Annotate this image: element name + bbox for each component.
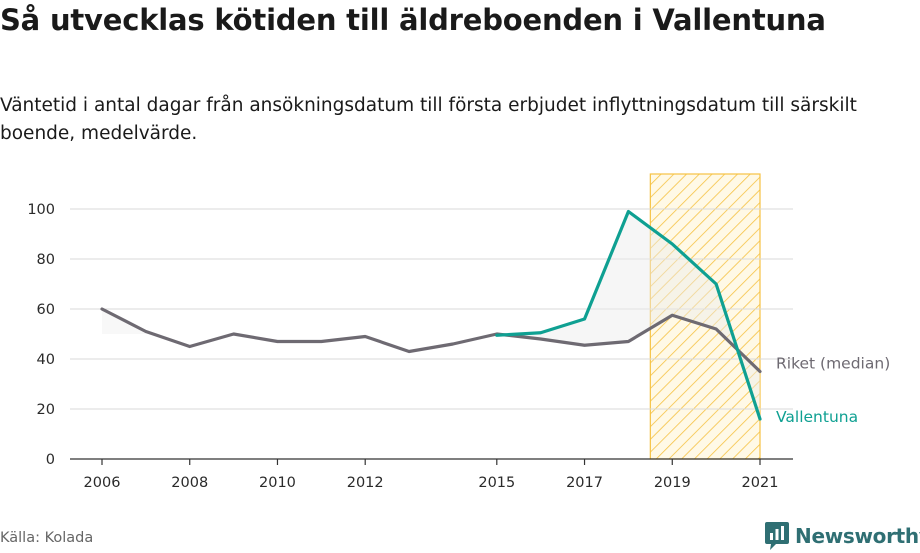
y-tick-label-0: 0	[46, 452, 55, 468]
x-tick-label-2012: 2012	[347, 475, 384, 491]
newsworthy-brand: Newsworthy	[795, 524, 920, 548]
series-label-vallentuna: Vallentuna	[776, 408, 858, 426]
x-tick-label-2019: 2019	[654, 475, 691, 491]
y-tick-label-80: 80	[37, 252, 55, 268]
source-note: Källa: Kolada	[0, 530, 94, 546]
series-line-riket	[100, 307, 762, 374]
chart-title: Så utvecklas kötiden till äldreboenden i…	[0, 3, 826, 37]
x-tick-label-2015: 2015	[478, 475, 515, 491]
chart-subtitle: Väntetid i antal dagar från ansökningsda…	[0, 95, 857, 144]
x-tick-label-2008: 2008	[171, 475, 208, 491]
newsworthy-logo: Newsworthy	[764, 519, 920, 553]
y-tick-label-20: 20	[37, 402, 55, 418]
y-tick-label-40: 40	[37, 352, 55, 368]
series-line-vallentuna	[495, 209, 762, 421]
x-tick-label-2010: 2010	[259, 475, 296, 491]
x-tick-label-2017: 2017	[566, 475, 603, 491]
x-tick-label-2006: 2006	[84, 475, 121, 491]
x-tick-label-2021: 2021	[742, 475, 779, 491]
difference-area	[496, 211, 760, 419]
y-tick-label-100: 100	[27, 202, 55, 218]
newsworthy-logo-icon	[765, 522, 789, 550]
line-chart: 0 20 40 60 80 100 2006 2008 2010 2012 2015 2017 2019…	[27, 173, 890, 491]
y-tick-label-60: 60	[37, 302, 55, 318]
series-label-riket: Riket (median)	[776, 355, 890, 373]
